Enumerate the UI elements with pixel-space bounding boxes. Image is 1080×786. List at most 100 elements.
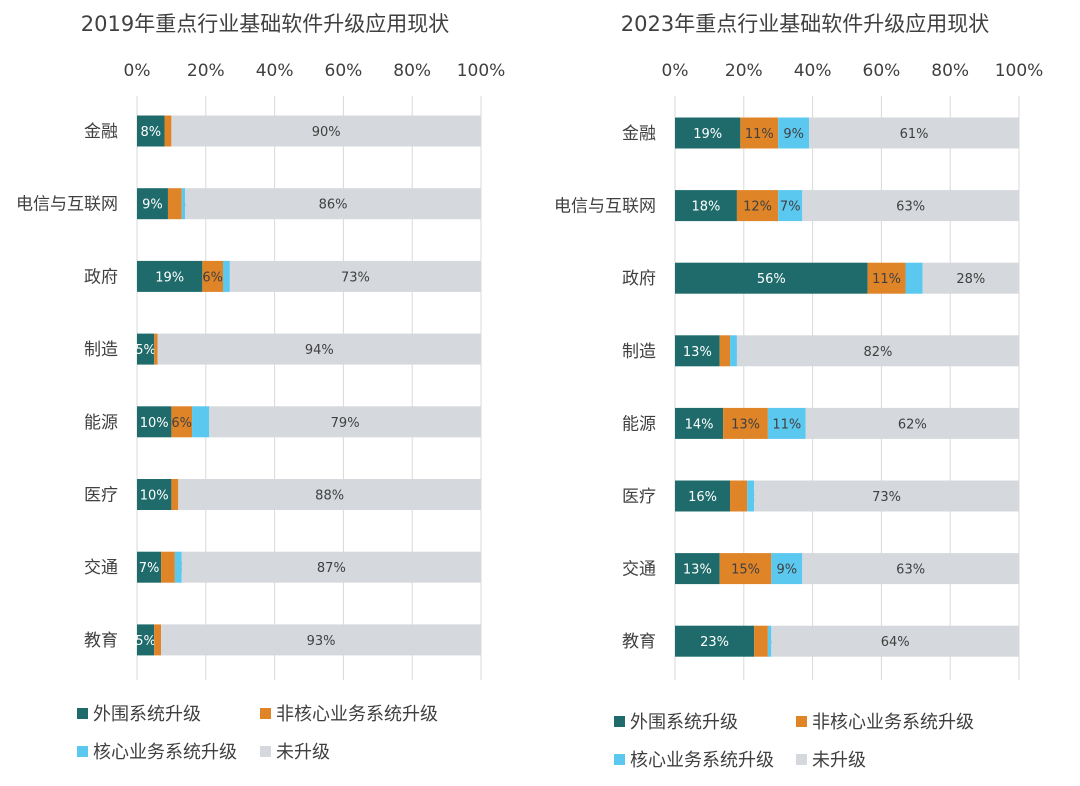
data-label: 15% [731, 563, 760, 578]
bar-segment [719, 553, 772, 585]
bar-segment [723, 407, 768, 439]
x-tick-label: 0% [662, 61, 689, 81]
x-tick-label: 60% [325, 61, 363, 81]
data-label: 7% [139, 561, 160, 576]
data-label: 61% [900, 127, 929, 142]
bar-segment [209, 406, 482, 438]
legend-swatch [614, 715, 625, 727]
bar-segment [178, 479, 481, 510]
data-label: 62% [898, 417, 927, 432]
bar-segment [137, 479, 172, 510]
bar-segment [730, 335, 737, 367]
data-label: 5% [135, 343, 156, 358]
bar-segment [192, 406, 210, 438]
data-label: 12% [743, 200, 772, 215]
x-tick-label: 100% [457, 61, 506, 81]
bar-segment [675, 407, 724, 439]
bar-segment [754, 480, 1019, 512]
bar-segment [675, 117, 741, 149]
category-label: 能源 [622, 414, 656, 434]
x-tick-label: 40% [256, 61, 294, 81]
legend-item: 非核心业务系统升级 [796, 708, 974, 734]
category-label: 金融 [84, 122, 118, 142]
data-label: 88% [315, 489, 344, 504]
bar-segment [719, 335, 731, 367]
data-label: 94% [305, 343, 334, 358]
bar-segment [767, 407, 806, 439]
bar-segment [675, 625, 755, 657]
bar-segment [675, 190, 737, 222]
bar-segment [802, 190, 1019, 222]
data-label: 73% [872, 490, 901, 505]
data-label: 28% [956, 272, 985, 287]
bar-segment [229, 260, 481, 292]
data-label: 79% [331, 416, 360, 431]
data-label: 9% [783, 127, 804, 142]
category-label: 电信与互联网 [16, 195, 118, 215]
bar-segment [675, 480, 731, 512]
legend-label: 未升级 [812, 750, 866, 771]
category-label: 医疗 [84, 486, 118, 506]
chart-2019-panel: 2019年重点行业基础软件升级应用现状 0% 20% 40% 60% 80% 100% 金融… [16, 12, 506, 764]
data-label: 8% [140, 125, 161, 140]
bar-segment [740, 117, 779, 149]
legend-swatch [77, 707, 88, 719]
legend-label: 外围系统升级 [93, 704, 201, 725]
bar-segment [174, 551, 182, 583]
x-tick-label: 80% [393, 61, 431, 81]
bar-segment [154, 333, 158, 365]
data-label: 5% [135, 634, 156, 649]
data-label: 63% [896, 563, 925, 578]
bar-segment [171, 479, 179, 510]
data-label: 19% [155, 270, 184, 285]
legend-label: 核心业务系统升级 [93, 742, 237, 763]
bar-segment [137, 115, 165, 147]
data-label: 56% [757, 272, 786, 287]
bar-segment [223, 260, 230, 292]
legend-item: 未升级 [260, 738, 330, 764]
category-label: 交通 [84, 558, 118, 578]
data-label: 63% [896, 200, 925, 215]
data-label: 64% [881, 635, 910, 650]
category-label: 金融 [622, 124, 656, 144]
bar-segment [202, 260, 223, 292]
data-label: 14% [685, 417, 714, 432]
chart-title: 2023年重点行业基础软件升级应用现状 [620, 12, 990, 36]
legend-label: 非核心业务系统升级 [276, 704, 438, 725]
bar-segment [137, 551, 162, 583]
data-label: 6% [202, 270, 223, 285]
category-label: 政府 [84, 267, 118, 287]
data-label: 87% [317, 561, 346, 576]
category-label: 交通 [622, 560, 656, 580]
legend-swatch [796, 715, 807, 727]
x-tick-label: 0% [124, 61, 151, 81]
bar-segment [171, 115, 481, 147]
bar-segment [675, 335, 720, 367]
data-label: 11% [772, 417, 801, 432]
bar-segment [185, 188, 481, 220]
data-label: 90% [312, 125, 341, 140]
x-tick-label: 80% [931, 61, 969, 81]
bar-segment [137, 624, 155, 656]
x-tick-label: 100% [995, 61, 1044, 81]
category-label: 制造 [622, 342, 656, 362]
bar-segment [154, 624, 162, 656]
bar-segment [161, 624, 481, 656]
legend-swatch [260, 745, 271, 757]
category-label: 教育 [622, 632, 656, 652]
legend-item: 非核心业务系统升级 [260, 700, 438, 726]
bar-segment [771, 625, 1019, 657]
legend-label: 非核心业务系统升级 [812, 712, 974, 733]
bar-segment [157, 333, 481, 365]
bar-segment [754, 625, 768, 657]
data-label: 13% [683, 563, 712, 578]
bar-segment [171, 406, 193, 438]
bar-segment [771, 553, 803, 585]
bar-segment [181, 551, 481, 583]
data-label: 86% [319, 198, 348, 213]
bar-segment [181, 188, 186, 220]
bar-segment [675, 553, 720, 585]
category-label: 教育 [84, 631, 118, 651]
bar-segment [161, 551, 175, 583]
bar-segment [137, 406, 172, 438]
